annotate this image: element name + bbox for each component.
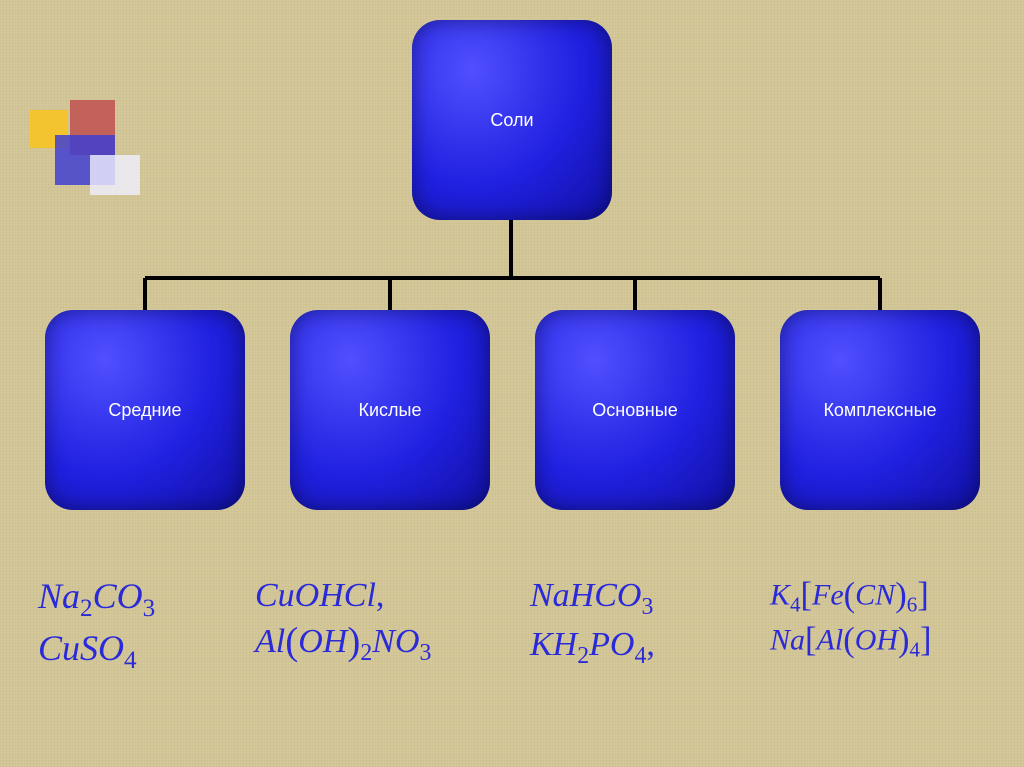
formula-column: K4[Fe(CN)6] Na[Al(OH)4] (770, 577, 932, 668)
child-node: Кислые (290, 310, 490, 510)
connector-trunk (509, 220, 513, 280)
formula-column: Na2CO3 CuSO4 (38, 577, 155, 681)
root-label: Соли (490, 110, 533, 131)
connector-drop (388, 278, 392, 310)
connector-drop (633, 278, 637, 310)
connector-hbar (145, 276, 880, 280)
child-label: Средние (108, 400, 181, 421)
connector-drop (143, 278, 147, 310)
child-label: Основные (592, 400, 677, 421)
child-node: Комплексные (780, 310, 980, 510)
formulas-row: Na2CO3 CuSO4 CuOHCl, Al(OH)2NO3 NaHCO3 KH2P… (0, 577, 1024, 747)
child-label: Комплексные (823, 400, 936, 421)
child-node: Основные (535, 310, 735, 510)
child-node: Средние (45, 310, 245, 510)
chemical-formula: K4[Fe(CN)6] (770, 577, 932, 616)
child-label: Кислые (359, 400, 422, 421)
tree-diagram: Соли Средние Кислые Основные Комплексные (0, 0, 1024, 600)
chemical-formula: Na2CO3 (38, 577, 155, 623)
connector-drop (878, 278, 882, 310)
chemical-formula: CuSO4 (38, 629, 155, 675)
formula-column: CuOHCl, Al(OH)2NO3 (255, 577, 431, 672)
chemical-formula: NaHCO3 (530, 577, 655, 620)
chemical-formula: KH2PO4, (530, 626, 655, 669)
chemical-formula: Na[Al(OH)4] (770, 622, 932, 661)
formula-column: NaHCO3 KH2PO4, (530, 577, 655, 675)
chemical-formula: Al(OH)2NO3 (255, 620, 431, 666)
chemical-formula: CuOHCl, (255, 577, 431, 614)
root-node: Соли (412, 20, 612, 220)
